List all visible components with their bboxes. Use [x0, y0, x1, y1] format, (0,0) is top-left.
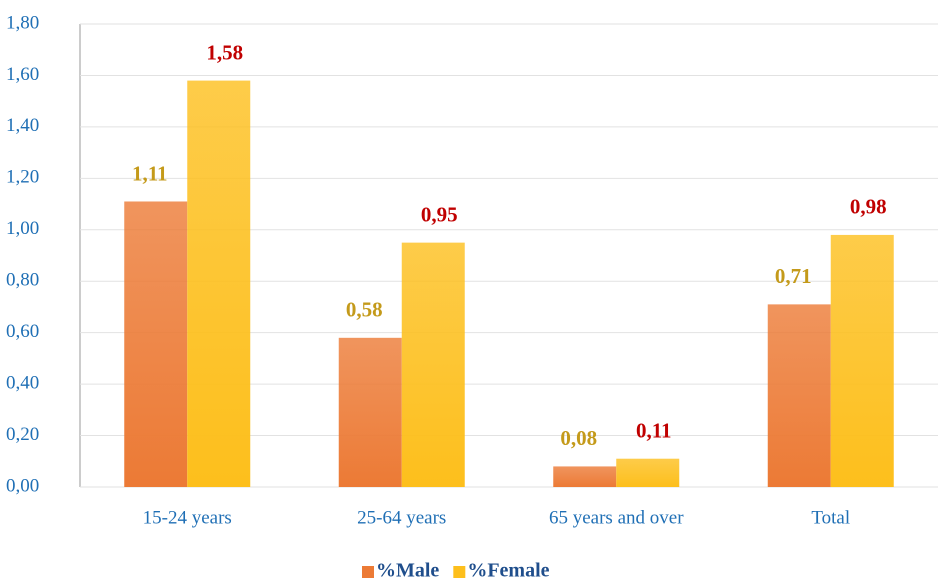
x-tick-label: 25-64 years	[357, 507, 446, 528]
x-tick-label: 65 years and over	[549, 507, 684, 528]
value-label: 0,08	[560, 426, 597, 450]
bar	[401, 242, 465, 487]
y-tick-label: 1,00	[6, 218, 39, 239]
y-tick-label: 0,20	[6, 424, 39, 445]
bar	[124, 201, 188, 487]
bar	[616, 458, 680, 487]
bar	[830, 234, 894, 487]
y-tick-label: 0,60	[6, 321, 39, 342]
bar	[767, 304, 831, 487]
x-tick-label: Total	[811, 507, 850, 528]
legend-swatch	[453, 566, 466, 578]
y-tick-label: 0,00	[6, 475, 39, 496]
y-tick-label: 0,40	[6, 372, 39, 393]
value-label: 1,11	[132, 161, 168, 185]
value-label: 0,98	[850, 195, 887, 219]
legend-swatch	[362, 566, 374, 578]
value-label: 0,11	[636, 419, 672, 443]
legend-label: %Male	[376, 560, 439, 580]
y-tick-label: 1,20	[6, 167, 39, 188]
value-label: 0,95	[421, 202, 458, 226]
value-label: 0,58	[346, 298, 383, 322]
bar	[338, 337, 402, 487]
value-label: 1,58	[206, 40, 243, 64]
y-tick-label: 1,80	[6, 12, 39, 33]
bar	[187, 80, 251, 487]
y-tick-label: 1,60	[6, 64, 39, 85]
y-tick-label: 1,40	[6, 115, 39, 136]
legend-label: %Female	[467, 560, 549, 580]
value-label: 0,71	[775, 264, 812, 288]
y-tick-label: 0,80	[6, 270, 39, 291]
bar	[553, 466, 617, 487]
x-tick-label: 15-24 years	[143, 507, 232, 528]
